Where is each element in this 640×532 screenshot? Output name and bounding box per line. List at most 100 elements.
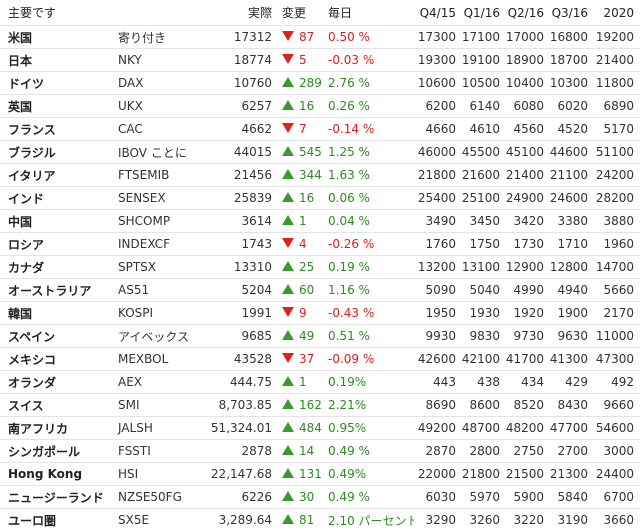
header-daily: 毎日 xyxy=(328,6,353,20)
arrow-up-icon xyxy=(282,445,294,455)
arrow-up-icon xyxy=(282,284,294,294)
forecast-q2-16-cell: 1920 xyxy=(504,301,548,325)
arrow-down-icon xyxy=(282,238,294,248)
change-cell: 7 xyxy=(276,117,322,141)
ticker-cell: SMI xyxy=(116,393,210,417)
forecast-q2-16-cell: 45100 xyxy=(504,140,548,164)
change-value: 7 xyxy=(299,122,307,136)
forecast-q1-16-cell: 42100 xyxy=(460,347,504,371)
arrow-up-icon xyxy=(282,192,294,202)
forecast-q4-15-cell: 46000 xyxy=(414,140,460,164)
change-cell: 289 xyxy=(276,71,322,95)
change-cell: 30 xyxy=(276,485,322,509)
change-cell: 131 xyxy=(276,462,322,486)
change-value: 30 xyxy=(299,490,315,504)
forecast-q1-16-cell: 9830 xyxy=(460,324,504,348)
country-cell: インド xyxy=(0,186,116,210)
arrow-up-icon xyxy=(282,169,294,179)
arrow-up-icon xyxy=(282,491,294,501)
forecast-q4-15-cell: 22000 xyxy=(414,462,460,486)
forecast-2020-cell: 5170 xyxy=(592,117,640,141)
header-actual: 実際 xyxy=(247,6,272,20)
change-value: 37 xyxy=(299,352,315,366)
ticker-cell: NKY xyxy=(116,48,210,72)
forecast-2020-cell: 24200 xyxy=(592,163,640,187)
forecast-q1-16-cell: 4610 xyxy=(460,117,504,141)
forecast-q3-16-cell: 21100 xyxy=(548,163,592,187)
forecast-q4-15-cell: 17300 xyxy=(414,25,460,49)
forecast-2020-cell: 3880 xyxy=(592,209,640,233)
daily-percent-cell: 0.95% xyxy=(322,416,414,440)
forecast-q4-15-cell: 21800 xyxy=(414,163,460,187)
ticker-cell: JALSH xyxy=(116,416,210,440)
change-value: 81 xyxy=(299,513,315,527)
table-row: スペイン アイベックス 9685 49 0.51 % 9930 9830 9730 9630 11… xyxy=(0,324,640,348)
ticker-cell: FSSTI xyxy=(116,439,210,463)
forecast-q3-16-cell: 2700 xyxy=(548,439,592,463)
arrow-up-icon xyxy=(282,468,294,478)
forecast-q4-15-cell: 25400 xyxy=(414,186,460,210)
forecast-q4-15-cell: 3290 xyxy=(414,508,460,531)
change-cell: 87 xyxy=(276,25,322,49)
change-cell: 1 xyxy=(276,370,322,394)
forecast-q2-16-cell: 8520 xyxy=(504,393,548,417)
country-cell: Hong Kong xyxy=(0,462,116,486)
forecast-q4-15-cell: 2870 xyxy=(414,439,460,463)
forecast-2020-cell: 3660 xyxy=(592,508,640,531)
ticker-cell: IBOV ことに xyxy=(116,140,210,164)
forecast-2020-cell: 11800 xyxy=(592,71,640,95)
header-country: 主要です xyxy=(8,6,57,20)
table-row: ドイツ DAX 10760 289 2.76 % 10600 10500 10400 10300… xyxy=(0,71,640,95)
actual-value-cell: 6226 xyxy=(210,485,276,509)
forecast-q3-16-cell: 1710 xyxy=(548,232,592,256)
forecast-2020-cell: 5660 xyxy=(592,278,640,302)
actual-value-cell: 22,147.68 xyxy=(210,462,276,486)
daily-percent-cell: 0.26 % xyxy=(322,94,414,118)
table-row: スイス SMI 8,703.85 162 2.21% 8690 8600 8520 8430 96… xyxy=(0,393,640,417)
change-value: 162 xyxy=(299,398,322,412)
forecast-q1-16-cell: 5040 xyxy=(460,278,504,302)
ticker-cell: CAC xyxy=(116,117,210,141)
table-row: シンガポール FSSTI 2878 14 0.49 % 2870 2800 2750 2700 3… xyxy=(0,439,640,463)
ticker-cell: MEXBOL xyxy=(116,347,210,371)
forecast-q1-16-cell: 1750 xyxy=(460,232,504,256)
country-cell: 英国 xyxy=(0,94,116,118)
forecast-2020-cell: 1960 xyxy=(592,232,640,256)
country-cell: オランダ xyxy=(0,370,116,394)
arrow-up-icon xyxy=(282,399,294,409)
arrow-up-icon xyxy=(282,215,294,225)
forecast-q3-16-cell: 4940 xyxy=(548,278,592,302)
actual-value-cell: 44015 xyxy=(210,140,276,164)
forecast-q4-15-cell: 19300 xyxy=(414,48,460,72)
forecast-q3-16-cell: 5840 xyxy=(548,485,592,509)
change-value: 87 xyxy=(299,30,315,44)
forecast-q1-16-cell: 48700 xyxy=(460,416,504,440)
forecast-q1-16-cell: 6140 xyxy=(460,94,504,118)
forecast-q3-16-cell: 41300 xyxy=(548,347,592,371)
ticker-cell: UKX xyxy=(116,94,210,118)
header-q3-16: Q3/16 xyxy=(551,5,588,20)
change-cell: 5 xyxy=(276,48,322,72)
country-cell: メキシコ xyxy=(0,347,116,371)
actual-value-cell: 8,703.85 xyxy=(210,393,276,417)
arrow-down-icon xyxy=(282,31,294,41)
actual-value-cell: 444.75 xyxy=(210,370,276,394)
actual-value-cell: 17312 xyxy=(210,25,276,49)
ticker-cell: NZSE50FG xyxy=(116,485,210,509)
ticker-cell: DAX xyxy=(116,71,210,95)
header-ticker xyxy=(116,0,210,26)
change-cell: 484 xyxy=(276,416,322,440)
change-cell: 14 xyxy=(276,439,322,463)
forecast-2020-cell: 3000 xyxy=(592,439,640,463)
forecast-q2-16-cell: 2750 xyxy=(504,439,548,463)
forecast-2020-cell: 2170 xyxy=(592,301,640,325)
forecast-q2-16-cell: 18900 xyxy=(504,48,548,72)
arrow-up-icon xyxy=(282,376,294,386)
forecast-q2-16-cell: 4560 xyxy=(504,117,548,141)
change-value: 131 xyxy=(299,467,322,481)
daily-percent-cell: -0.09 % xyxy=(322,347,414,371)
actual-value-cell: 6257 xyxy=(210,94,276,118)
actual-value-cell: 25839 xyxy=(210,186,276,210)
forecast-2020-cell: 14700 xyxy=(592,255,640,279)
